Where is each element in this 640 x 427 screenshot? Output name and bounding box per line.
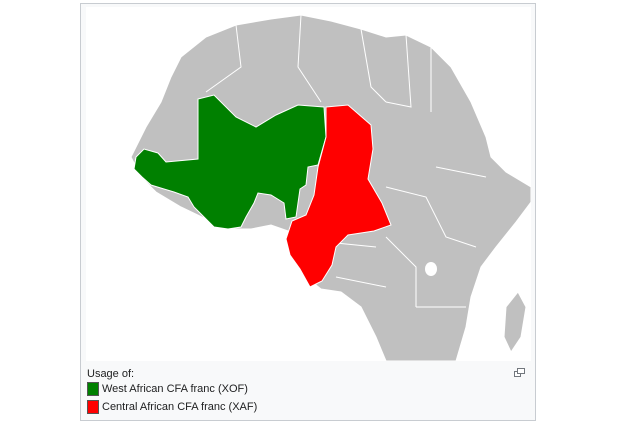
caption-title: Usage of: <box>87 368 135 380</box>
legend-label-xaf: Central African CFA franc (XAF) <box>102 401 258 413</box>
xaf-region[interactable] <box>285 104 392 288</box>
map-figure: Usage of: West African CFA franc (XOF) C… <box>80 3 536 421</box>
legend-label-xof: West African CFA franc (XOF) <box>102 383 248 395</box>
legend-item-xaf: Central African CFA franc (XAF) <box>87 400 257 414</box>
country-borders <box>205 14 487 308</box>
africa-map-svg <box>130 14 531 361</box>
africa-map[interactable] <box>86 7 531 361</box>
enlarge-icon[interactable] <box>514 368 525 377</box>
lake-victoria <box>425 262 437 276</box>
legend-swatch-xof <box>87 382 99 396</box>
legend-swatch-xaf <box>87 400 99 414</box>
madagascar <box>503 291 527 354</box>
legend-item-xof: West African CFA franc (XOF) <box>87 382 248 396</box>
map-caption: Usage of: West African CFA franc (XOF) C… <box>87 364 531 416</box>
xof-region[interactable] <box>133 94 327 230</box>
